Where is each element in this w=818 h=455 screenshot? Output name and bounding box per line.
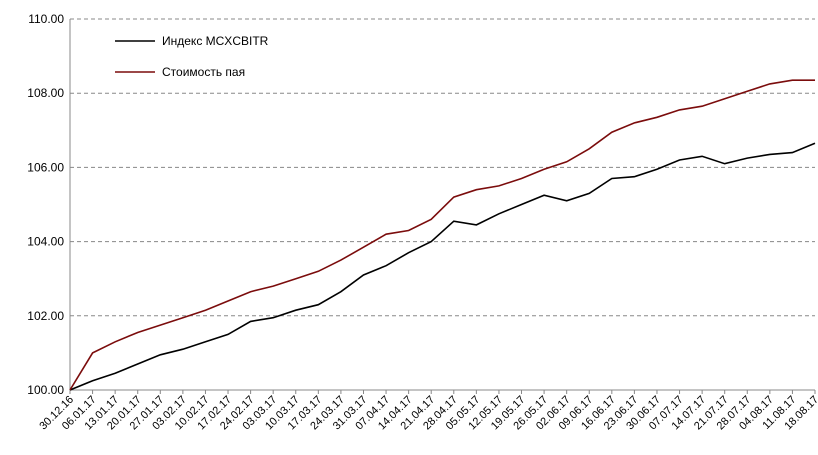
y-tick-label: 106.00 [27, 160, 64, 174]
legend-label: Стоимость пая [162, 65, 245, 79]
series-line [69, 79, 815, 391]
y-tick-label: 100.00 [27, 383, 64, 397]
y-tick-label: 110.00 [28, 12, 64, 26]
y-tick-label: 104.00 [27, 235, 64, 249]
legend-label: Индекс MCXCBITR [162, 34, 269, 48]
y-tick-label: 102.00 [27, 309, 64, 323]
series-line [69, 142, 816, 391]
y-tick-label: 108.00 [27, 86, 64, 100]
